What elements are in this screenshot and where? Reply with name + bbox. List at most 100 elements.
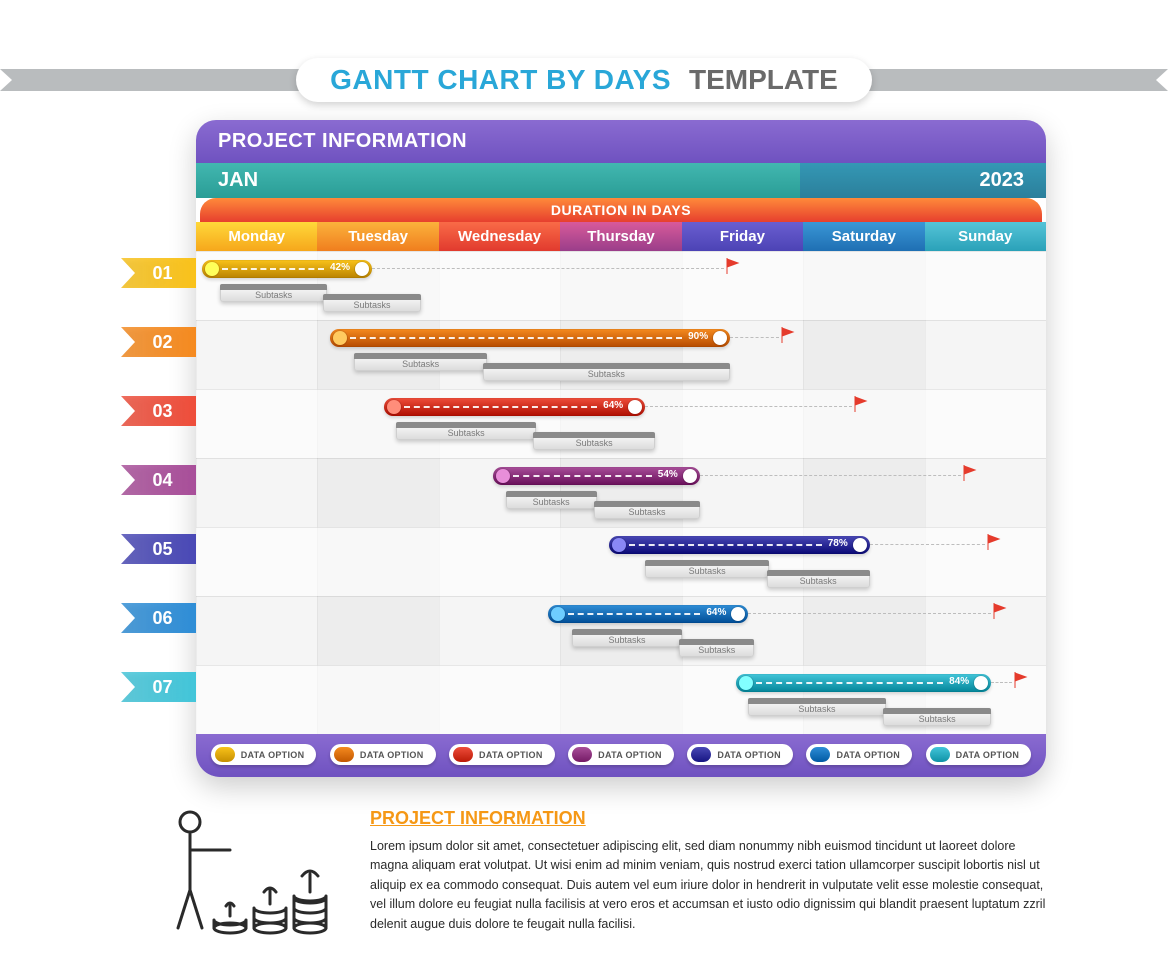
task-bar: 78% (609, 536, 870, 554)
subtask: Subtasks (354, 353, 488, 371)
flag-line (645, 406, 851, 407)
legend-pill: DATA OPTION (211, 744, 317, 765)
legend-label: DATA OPTION (360, 750, 424, 760)
subtask: Subtasks (572, 629, 681, 647)
legend-label: DATA OPTION (598, 750, 662, 760)
subtask: Subtasks (533, 432, 654, 450)
subtask: Subtasks (594, 501, 700, 519)
day-cell: Thursday (560, 222, 681, 251)
month-cell: JAN (196, 163, 800, 198)
title-sub: TEMPLATE (689, 64, 838, 96)
month-row: JAN 2023 (196, 163, 1046, 198)
day-cell: Monday (196, 222, 317, 251)
task-bar: 84% (736, 674, 991, 692)
flag-line (870, 544, 985, 545)
task-percent: 78% (828, 538, 848, 549)
gantt-row: 0364%SubtasksSubtasks (196, 389, 1046, 458)
desc-body: Lorem ipsum dolor sit amet, consectetuer… (370, 837, 1050, 934)
flag-line (748, 613, 991, 614)
row-tab: 07 (121, 672, 196, 702)
legend-pill: DATA OPTION (926, 744, 1032, 765)
row-tab: 04 (121, 465, 196, 495)
flag-icon (961, 465, 977, 481)
title-banner: GANTT CHART BY DAYS TEMPLATE (0, 58, 1168, 102)
legend-dot (334, 747, 354, 762)
days-row: MondayTuesdayWednesdayThursdayFridaySatu… (196, 222, 1046, 251)
row-tab: 06 (121, 603, 196, 633)
legend-dot (691, 747, 711, 762)
gantt-row: 0454%SubtasksSubtasks (196, 458, 1046, 527)
gantt-row: 0142%SubtasksSubtasks (196, 251, 1046, 320)
gantt-row: 0784%SubtasksSubtasks (196, 665, 1046, 734)
description-block: PROJECT INFORMATION Lorem ipsum dolor si… (150, 808, 1050, 953)
subtask: Subtasks (748, 698, 885, 716)
task-percent: 64% (603, 400, 623, 411)
row-tab: 05 (121, 534, 196, 564)
legend-dot (215, 747, 235, 762)
flag-line (991, 682, 1012, 683)
legend-label: DATA OPTION (836, 750, 900, 760)
task-bar: 90% (330, 329, 731, 347)
duration-label: DURATION IN DAYS (200, 198, 1042, 222)
legend: DATA OPTION DATA OPTION DATA OPTION DATA OP… (196, 734, 1046, 777)
legend-label: DATA OPTION (956, 750, 1020, 760)
gantt-row: 0578%SubtasksSubtasks (196, 527, 1046, 596)
legend-dot (453, 747, 473, 762)
row-tab: 01 (121, 258, 196, 288)
subtask: Subtasks (220, 284, 327, 302)
year-cell: 2023 (800, 163, 1046, 198)
task-percent: 42% (330, 262, 350, 273)
title-pill: GANTT CHART BY DAYS TEMPLATE (296, 58, 872, 102)
legend-label: DATA OPTION (717, 750, 781, 760)
subtask: Subtasks (483, 363, 731, 381)
ribbon-left (0, 69, 316, 91)
desc-title: PROJECT INFORMATION (370, 808, 1050, 829)
day-cell: Sunday (925, 222, 1046, 251)
flag-icon (779, 327, 795, 343)
subtask: Subtasks (679, 639, 754, 657)
flag-icon (991, 603, 1007, 619)
task-percent: 90% (688, 331, 708, 342)
day-cell: Wednesday (439, 222, 560, 251)
subtask: Subtasks (883, 708, 991, 726)
day-cell: Tuesday (317, 222, 438, 251)
gantt-row: 0290%SubtasksSubtasks (196, 320, 1046, 389)
legend-pill: DATA OPTION (568, 744, 674, 765)
day-cell: Saturday (803, 222, 924, 251)
gantt-grid: 0142%SubtasksSubtasks0290%SubtasksSubtas… (196, 251, 1046, 734)
subtask: Subtasks (506, 491, 597, 509)
subtask: Subtasks (396, 422, 536, 440)
gantt-row: 0664%SubtasksSubtasks (196, 596, 1046, 665)
subtask: Subtasks (323, 294, 420, 312)
subtask: Subtasks (767, 570, 870, 588)
title-main: GANTT CHART BY DAYS (330, 64, 671, 96)
legend-pill: DATA OPTION (330, 744, 436, 765)
flag-icon (724, 258, 740, 274)
ribbon-right (852, 69, 1168, 91)
task-bar: 64% (384, 398, 645, 416)
row-tab: 02 (121, 327, 196, 357)
task-percent: 64% (706, 607, 726, 618)
legend-dot (930, 747, 950, 762)
task-bar: 42% (202, 260, 372, 278)
task-percent: 84% (949, 676, 969, 687)
legend-pill: DATA OPTION (687, 744, 793, 765)
gantt-card: PROJECT INFORMATION JAN 2023 DURATION IN… (196, 120, 1046, 777)
legend-label: DATA OPTION (479, 750, 543, 760)
flag-line (700, 475, 961, 476)
flag-icon (1012, 672, 1028, 688)
task-percent: 54% (658, 469, 678, 480)
flag-icon (985, 534, 1001, 550)
legend-pill: DATA OPTION (449, 744, 555, 765)
card-header: PROJECT INFORMATION (196, 120, 1046, 163)
flag-line (730, 337, 779, 338)
row-tab: 03 (121, 396, 196, 426)
legend-dot (810, 747, 830, 762)
legend-label: DATA OPTION (241, 750, 305, 760)
flag-icon (852, 396, 868, 412)
legend-pill: DATA OPTION (806, 744, 912, 765)
flag-line (372, 268, 724, 269)
subtask: Subtasks (645, 560, 769, 578)
task-bar: 54% (493, 467, 699, 485)
growth-icon (150, 808, 340, 953)
